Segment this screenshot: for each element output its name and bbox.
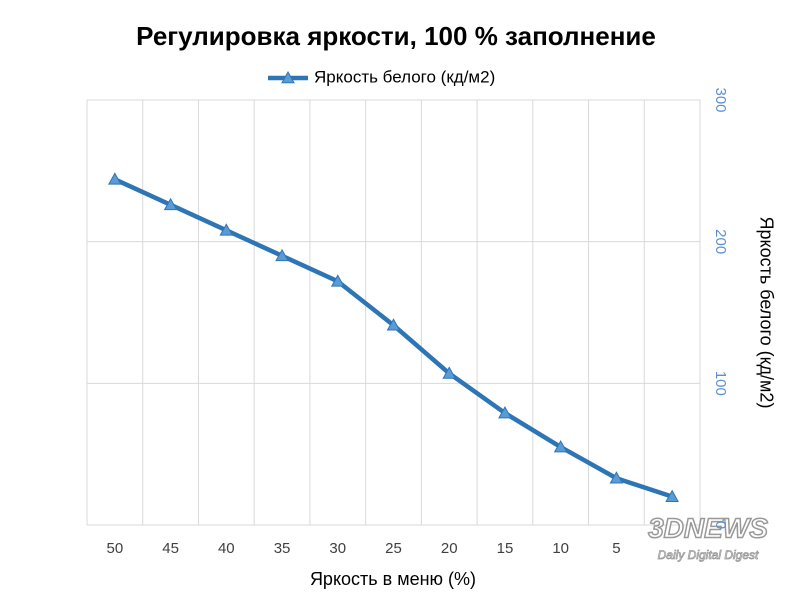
watermark-tagline: Daily Digital Digest (658, 548, 759, 562)
marker (275, 248, 289, 262)
x-tick-label: 50 (107, 540, 124, 557)
y-tick-label: 0 (712, 521, 729, 529)
x-tick-label: 25 (385, 540, 402, 557)
plot (108, 172, 679, 502)
y-tick-label: 300 (712, 87, 729, 112)
x-tick-label: 20 (441, 540, 458, 557)
marker (442, 366, 457, 379)
marker (498, 406, 512, 419)
x-axis-title: Яркость в меню (%) (310, 569, 476, 589)
x-tick-label: 30 (329, 540, 346, 557)
grid (86, 99, 701, 526)
marker (219, 223, 234, 236)
watermark-logo: 3DNEWS (648, 512, 768, 543)
x-tick-label: 35 (274, 540, 291, 557)
marker (553, 440, 568, 453)
marker (665, 489, 679, 502)
marker (108, 172, 122, 185)
legend-label: Яркость белого (кд/м2) (314, 67, 495, 86)
x-tick-label: 40 (218, 540, 235, 557)
marker (330, 274, 345, 287)
x-tick-label: 45 (162, 540, 179, 557)
marker (609, 471, 624, 484)
y-tick-label: 100 (712, 371, 729, 396)
watermark: 3DNEWS Daily Digital Digest (647, 512, 769, 563)
marker (163, 197, 178, 211)
marker (386, 318, 401, 331)
x-tick-label: 10 (552, 540, 569, 557)
x-tick-label: 5 (612, 540, 620, 557)
chart-title: Регулировка яркости, 100 % заполнение (136, 21, 656, 51)
y-tick-label: 200 (712, 229, 729, 254)
legend-marker (281, 70, 295, 84)
x-tick-label: 15 (497, 540, 514, 557)
y-axis-title: Яркость белого (кд/м2) (756, 217, 776, 409)
